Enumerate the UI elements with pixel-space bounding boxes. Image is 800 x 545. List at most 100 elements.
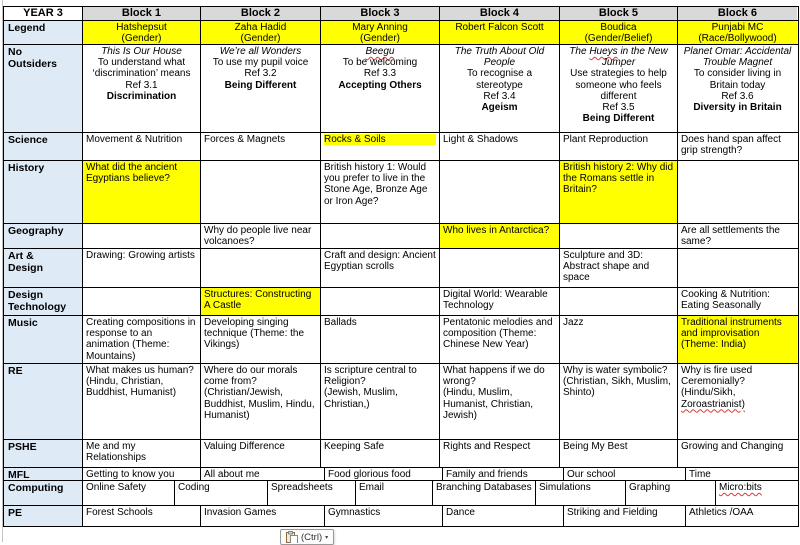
row-label-design-technology[interactable]: Design Technology [4,288,83,315]
row-label-re[interactable]: RE [4,364,83,439]
pshe-cell-block3[interactable]: Keeping Safe [321,440,440,467]
row-label-science[interactable]: Science [4,133,83,160]
music-cell-block3[interactable]: Ballads [321,316,440,363]
pshe-cell-block6[interactable]: Growing and Changing [681,441,784,452]
history-cell-block5[interactable]: British history 2: Why did the Romans se… [560,161,678,223]
computing-cell-spreadsheets[interactable]: Spreadsheets [268,481,356,505]
history-cell-block4[interactable] [440,161,560,223]
re-cell-block2[interactable]: Where do our morals come from? (Christia… [201,364,321,439]
history-cell-block3[interactable]: British history 1: Would you prefer to l… [321,161,440,223]
music-cell-block5[interactable]: Jazz [560,316,678,363]
mfl-cell-5[interactable]: Our school [564,468,686,480]
row-label-no-outsiders[interactable]: No Outsiders [4,45,83,132]
pshe-cell-block2[interactable]: Valuing Difference [201,440,321,467]
pe-cell-6[interactable]: Athletics /OAA [689,507,754,518]
science-cell-block5[interactable]: Plant Reproduction [560,133,678,160]
row-label-art-design[interactable]: Art & Design [4,249,83,287]
art-cell-block2[interactable] [201,249,321,287]
block-3-header[interactable]: Block 3 [321,7,440,20]
pshe-cell-block1[interactable]: Me and my Relationships [83,440,201,467]
science-cell-block3[interactable]: Rocks & Soils [321,133,440,160]
mfl-cell-4[interactable]: Family and friends [443,468,564,480]
mfl-cell-3[interactable]: Food glorious food [325,468,443,480]
no-outsiders-cell-block4[interactable]: The Truth About Old People To recognise … [440,45,560,132]
row-label-pe[interactable]: PE [4,506,83,526]
geography-cell-block3[interactable] [321,224,440,248]
block-1-header[interactable]: Block 1 [83,7,201,20]
row-label-music[interactable]: Music [4,316,83,363]
music-cell-block4[interactable]: Pentatonic melodies and composition (The… [440,316,560,363]
dt-cell-block6[interactable]: Cooking & Nutrition: Eating Seasonally [681,289,770,312]
mfl-cell-1[interactable]: Getting to know you [83,468,201,480]
art-cell-block4[interactable] [440,249,560,287]
science-cell-block1[interactable]: Movement & Nutrition [83,133,201,160]
dt-cell-block5[interactable] [560,288,678,315]
dt-cell-block4[interactable]: Digital World: Wearable Technology [440,288,560,315]
block-5-header[interactable]: Block 5 [560,7,678,20]
pe-cell-4[interactable]: Dance [443,506,564,526]
computing-cell-email[interactable]: Email [356,481,433,505]
music-cell-block1[interactable]: Creating compositions in response to an … [83,316,201,363]
music-cell-block2[interactable]: Developing singing technique (Theme: the… [201,316,321,363]
dt-cell-block2[interactable]: Structures: Constructing A Castle [201,288,321,315]
music-cell-block6[interactable]: Traditional instruments and improvisatio… [678,316,797,363]
mfl-cell-6[interactable]: Time [689,469,711,480]
legend-cell-block5[interactable]: Boudica (Gender/Belief) [560,21,678,44]
year-header-cell[interactable]: YEAR 3 [4,7,83,20]
history-cell-block1[interactable]: What did the ancient Egyptians believe? [83,161,201,223]
legend-cell-block6[interactable]: Punjabi MC (Race/Bollywood) [678,21,797,44]
geography-cell-block1[interactable] [83,224,201,248]
no-outsiders-cell-block3[interactable]: Beegu To be welcoming Ref 3.3 Accepting … [321,45,440,132]
row-label-computing[interactable]: Computing [4,481,83,505]
art-cell-block1[interactable]: Drawing: Growing artists [83,249,201,287]
art-cell-block6[interactable] [678,249,797,287]
history-cell-block6[interactable] [678,161,797,223]
legend-cell-block2[interactable]: Zaha Hadid (Gender) [201,21,321,44]
pe-cell-1[interactable]: Forest Schools [83,506,201,526]
row-label-mfl[interactable]: MFL [4,468,83,480]
block-2-header[interactable]: Block 2 [201,7,321,20]
re-cell-block5[interactable]: Why is water symbolic? (Christian, Sikh,… [560,364,678,439]
art-cell-block5[interactable]: Sculpture and 3D: Abstract shape and spa… [560,249,678,287]
no-outsiders-cell-block2[interactable]: We’re all Wonders To use my pupil voice … [201,45,321,132]
geography-cell-block5[interactable] [560,224,678,248]
no-outsiders-cell-block5[interactable]: The Hueys in the New Jumper Use strategi… [560,45,678,132]
row-label-geography[interactable]: Geography [4,224,83,248]
pe-cell-2[interactable]: Invasion Games [201,506,325,526]
dt-cell-block1[interactable] [83,288,201,315]
pe-cell-5[interactable]: Striking and Fielding [564,506,686,526]
legend-cell-block4[interactable]: Robert Falcon Scott [440,21,560,44]
legend-cell-block3[interactable]: Mary Anning (Gender) [321,21,440,44]
computing-cell-coding[interactable]: Coding [175,481,268,505]
computing-cell-microbits[interactable]: Micro:bits [719,482,762,493]
science-cell-block6[interactable]: Does hand span affect grip strength? [681,134,781,157]
geography-cell-block4[interactable]: Who lives in Antarctica? [440,224,560,248]
no-outsiders-cell-block6[interactable]: Planet Omar: Accidental Trouble Magnet T… [678,45,797,132]
computing-cell-simulations[interactable]: Simulations [536,481,626,505]
no-outsiders-cell-block1[interactable]: This Is Our House To understand what ‘di… [83,45,201,132]
art-cell-block3[interactable]: Craft and design: Ancient Egyptian scrol… [321,249,440,287]
row-label-pshe[interactable]: PSHE [4,440,83,467]
pe-cell-3[interactable]: Gymnastics [325,506,443,526]
pshe-cell-block4[interactable]: Rights and Respect [440,440,560,467]
geography-cell-block6[interactable]: Are all settlements the same? [681,225,780,248]
dt-cell-block3[interactable] [321,288,440,315]
block-4-header[interactable]: Block 4 [440,7,560,20]
paste-options-button[interactable]: (Ctrl) ▾ [280,529,335,545]
re-cell-block1[interactable]: What makes us human? (Hindu, Christian, … [83,364,201,439]
pshe-cell-block5[interactable]: Being My Best [560,440,678,467]
row-label-legend[interactable]: Legend [4,21,83,44]
computing-cell-graphing[interactable]: Graphing [626,481,716,505]
block-6-header[interactable]: Block 6 [678,7,797,20]
geography-cell-block2[interactable]: Why do people live near volcanoes? [201,224,321,248]
legend-cell-block1[interactable]: Hatshepsut (Gender) [83,21,201,44]
history-cell-block2[interactable] [201,161,321,223]
science-cell-block2[interactable]: Forces & Magnets [201,133,321,160]
computing-cell-branching-databases[interactable]: Branching Databases [433,481,536,505]
re-cell-block3[interactable]: Is scripture central to Religion? (Jewis… [321,364,440,439]
computing-cell-online-safety[interactable]: Online Safety [83,481,175,505]
re-cell-block6[interactable]: Why is fire used Ceremonially? (Hindu/Si… [678,364,797,439]
mfl-cell-2[interactable]: All about me [201,468,325,480]
row-label-history[interactable]: History [4,161,83,223]
science-cell-block4[interactable]: Light & Shadows [440,133,560,160]
